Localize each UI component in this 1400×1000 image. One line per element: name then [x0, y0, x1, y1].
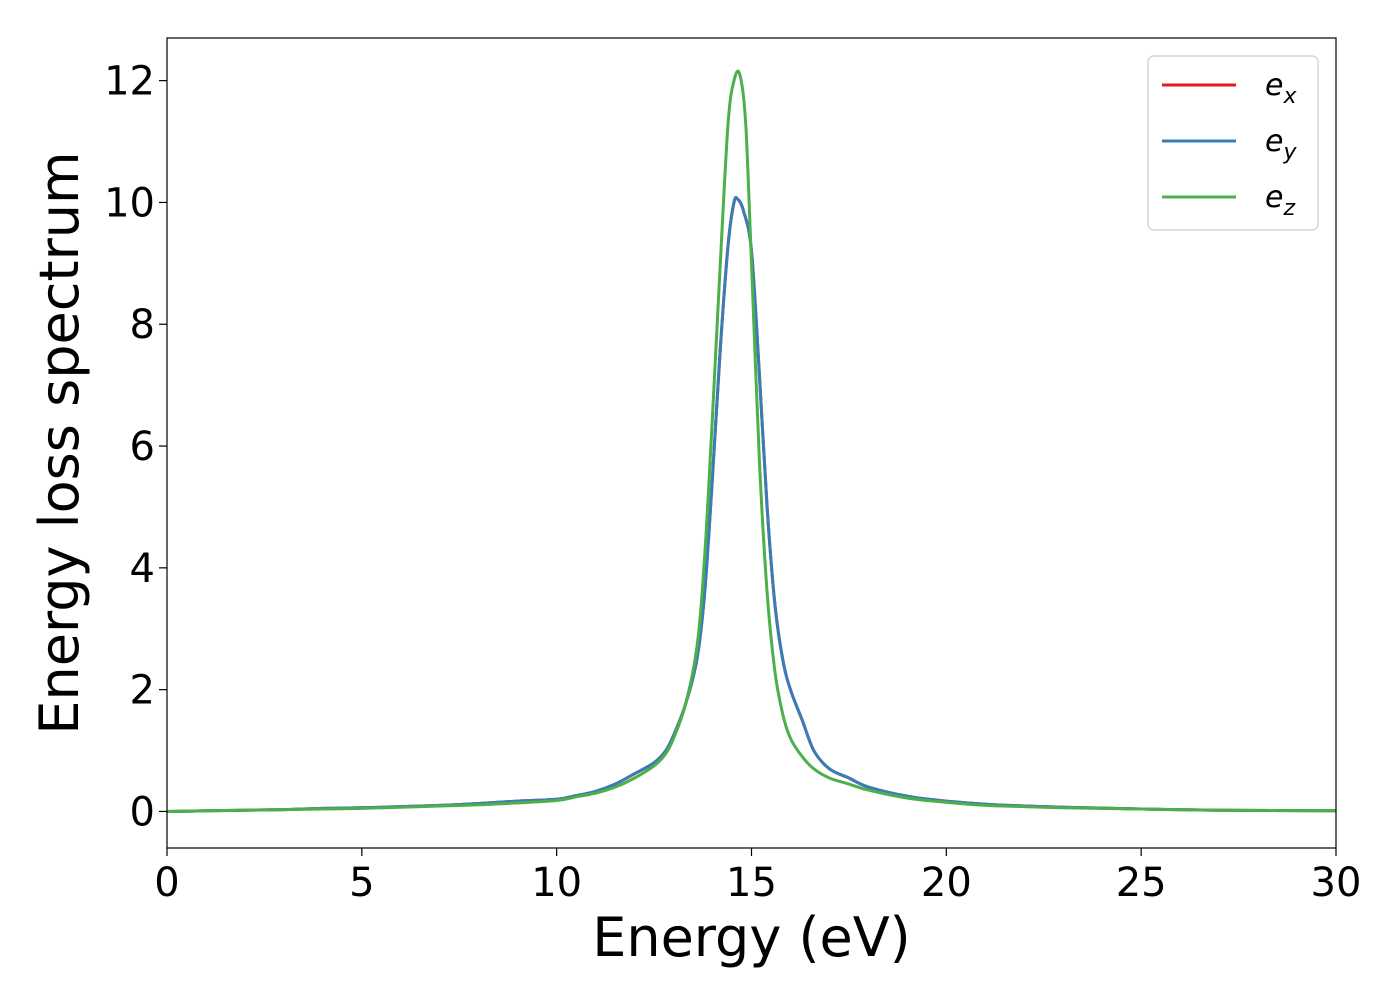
y-tick-label: 0 — [130, 789, 155, 835]
y-tick-label: 4 — [130, 546, 155, 592]
y-tick-label: 10 — [104, 180, 155, 226]
x-tick-label: 25 — [1116, 860, 1167, 906]
x-tick-label: 10 — [531, 860, 582, 906]
legend-label-x: ex — [1265, 68, 1297, 109]
y-axis-title: Energy loss spectrum — [28, 151, 91, 734]
y-tick-label: 8 — [130, 302, 155, 348]
legend-label-z: ez — [1265, 180, 1295, 221]
legend-label-y: ey — [1265, 124, 1297, 165]
x-tick-label: 20 — [921, 860, 972, 906]
legend: ex ey ez — [1147, 55, 1319, 231]
y-tick-label: 2 — [130, 668, 155, 714]
y-axis-ticks: 0 2 4 6 8 10 12 — [104, 59, 167, 835]
legend-box — [1147, 55, 1319, 231]
x-axis-ticks: 0 5 10 15 20 25 30 — [154, 848, 1361, 906]
series-layer — [167, 69, 1336, 813]
x-tick-label: 0 — [154, 860, 179, 906]
x-axis-title: Energy (eV) — [592, 906, 911, 969]
y-tick-label: 12 — [104, 59, 155, 105]
x-tick-label: 30 — [1311, 860, 1362, 906]
x-tick-label: 15 — [726, 860, 777, 906]
y-tick-label: 6 — [130, 424, 155, 470]
series-line-z — [167, 69, 1336, 813]
x-tick-label: 5 — [349, 860, 374, 906]
